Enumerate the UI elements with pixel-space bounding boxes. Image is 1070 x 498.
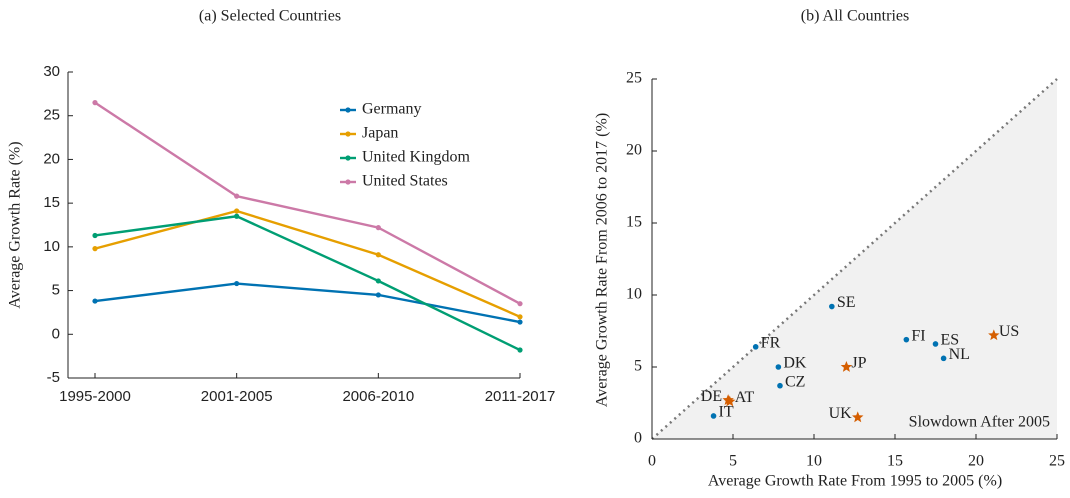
y-tick-label: 5 [52, 282, 60, 299]
data-point [375, 225, 381, 231]
y-axis-label: Average Growth Rate From 2006 to 2017 (%… [594, 113, 611, 407]
annotation: Slowdown After 2005 [909, 414, 1050, 431]
data-point [375, 252, 381, 258]
data-point [234, 193, 240, 199]
data-point [375, 278, 381, 284]
dot-point [775, 364, 782, 370]
dot-point [903, 336, 910, 343]
point-label: CZ [785, 373, 805, 390]
x-tick-label: 2011-2017 [485, 388, 556, 405]
data-point [517, 347, 523, 353]
point-label: FR [761, 335, 781, 352]
point-label: DE [701, 388, 722, 405]
y-tick-label: 15 [626, 214, 642, 231]
y-tick-label: 5 [634, 358, 642, 375]
y-tick-label: 25 [43, 107, 60, 124]
star-point [852, 411, 864, 423]
dot-point [710, 413, 717, 419]
data-point [234, 213, 240, 219]
legend-label: Germany [362, 101, 422, 118]
panel-title: (a) Selected Countries [199, 8, 341, 25]
data-point [234, 208, 240, 214]
legend-label: Japan [362, 125, 398, 142]
data-point [375, 292, 381, 298]
legend-label: United Kingdom [362, 149, 471, 166]
data-point [92, 298, 98, 304]
x-axis-label: Average Growth Rate From 1995 to 2005 (%… [708, 473, 1002, 490]
point-label: UK [829, 405, 853, 422]
y-tick-label: 30 [43, 63, 60, 80]
star-point [988, 329, 1000, 341]
legend-marker [345, 131, 351, 137]
x-tick-label: 2006-2010 [342, 388, 414, 405]
y-tick-label: 15 [43, 194, 60, 211]
y-tick-label: 10 [43, 238, 60, 255]
dot-point [777, 382, 783, 389]
point-label: IT [719, 404, 734, 421]
data-point [234, 280, 240, 287]
point-label: ES [941, 332, 960, 349]
data-point [517, 301, 523, 307]
point-label: US [999, 323, 1019, 340]
y-tick-label: 0 [634, 430, 642, 447]
point-label: FI [911, 327, 925, 344]
dot-point [940, 355, 947, 362]
data-point [92, 246, 98, 252]
data-point [517, 314, 523, 320]
point-label: SE [837, 294, 856, 311]
y-tick-label: 0 [52, 325, 60, 342]
x-tick-label: 20 [968, 453, 984, 470]
legend-marker [345, 107, 351, 113]
data-point [92, 100, 98, 106]
x-tick-label: 10 [806, 453, 822, 470]
y-tick-label: 10 [626, 286, 642, 303]
dot-point [932, 341, 939, 347]
y-tick-label: 20 [626, 142, 642, 159]
x-tick-label: 15 [887, 453, 903, 470]
legend-marker [345, 155, 351, 161]
diagonal [651, 78, 1058, 440]
star-point [724, 395, 736, 407]
point-label: NL [949, 346, 970, 363]
x-tick-label: 1995-2000 [59, 388, 131, 405]
panel-title: (b) All Countries [801, 8, 909, 25]
x-tick-label: 5 [729, 453, 737, 470]
point-label: DK [783, 355, 807, 372]
series-line [94, 101, 521, 305]
legend-label: United States [362, 173, 448, 190]
y-axis-label: Average Growth Rate (%) [7, 141, 24, 308]
y-tick-label: 20 [43, 150, 60, 167]
x-tick-label: 25 [1049, 453, 1065, 470]
point-label: AT [735, 389, 755, 406]
data-point [92, 232, 98, 239]
data-point [517, 319, 523, 325]
series-line [94, 215, 521, 352]
legend-marker [345, 179, 351, 185]
x-tick-label: 2001-2005 [201, 388, 273, 405]
y-tick-label: 25 [626, 70, 642, 87]
y-tick-label: -5 [47, 369, 60, 386]
point-label: JP [851, 355, 866, 372]
series-line [94, 282, 521, 324]
dot-point [752, 344, 759, 350]
star-point [840, 361, 853, 372]
dot-point [829, 303, 835, 310]
x-tick-label: 0 [648, 453, 656, 470]
series-line [94, 209, 521, 318]
